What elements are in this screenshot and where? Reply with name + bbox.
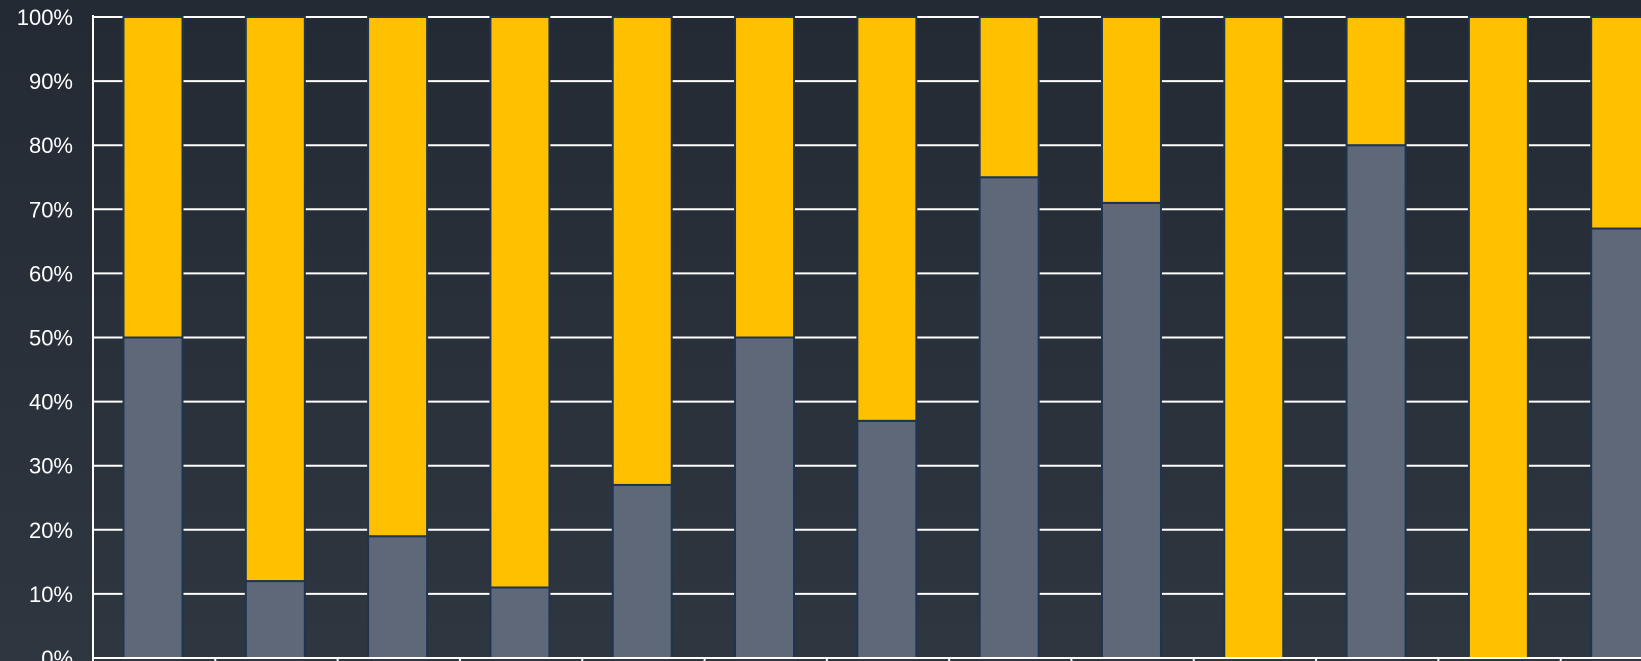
bar-segment-series-2 bbox=[122, 16, 184, 339]
y-tick-label: 100% bbox=[17, 5, 73, 30]
bar-segment-series-2 bbox=[611, 16, 673, 486]
y-tick-label: 40% bbox=[29, 390, 73, 415]
bar-segment-series-1 bbox=[734, 336, 796, 659]
y-tick-label: 90% bbox=[29, 69, 73, 94]
bar-segment-series-1 bbox=[122, 336, 184, 659]
bar-segment-series-2 bbox=[1223, 16, 1285, 659]
bar-segment-series-1 bbox=[1100, 201, 1162, 659]
y-tick-label: 20% bbox=[29, 518, 73, 543]
y-tick-label: 10% bbox=[29, 582, 73, 607]
bar-segment-series-2 bbox=[734, 16, 796, 339]
bar-segment-series-2 bbox=[1467, 16, 1529, 659]
bar-segment-series-2 bbox=[1100, 16, 1162, 204]
bar-segment-series-2 bbox=[489, 16, 551, 589]
y-tick-label: 60% bbox=[29, 261, 73, 286]
bar-segment-series-2 bbox=[367, 16, 429, 538]
y-tick-label: 80% bbox=[29, 133, 73, 158]
y-tick-label: 70% bbox=[29, 197, 73, 222]
y-tick-label: 0% bbox=[41, 646, 73, 661]
bar-segment-series-1 bbox=[489, 586, 551, 659]
bar-segment-series-1 bbox=[244, 580, 306, 660]
bars bbox=[122, 16, 1641, 660]
y-axis-tick-labels: 0% 10% 20% 30% 40% 50% 60% 70% 80% 90% 100% bbox=[17, 5, 73, 661]
bar-segment-series-2 bbox=[978, 16, 1040, 179]
bar-segment-series-2 bbox=[244, 16, 306, 583]
y-tick-label: 50% bbox=[29, 326, 73, 351]
bar-segment-series-2 bbox=[856, 16, 918, 422]
bar-segment-series-1 bbox=[611, 483, 673, 659]
y-tick-label: 30% bbox=[29, 454, 73, 479]
bar-segment-series-1 bbox=[978, 176, 1040, 659]
axes bbox=[92, 15, 1641, 661]
bar-segment-series-1 bbox=[1345, 144, 1407, 659]
bar-segment-series-1 bbox=[856, 419, 918, 659]
bar-segment-series-2 bbox=[1345, 16, 1407, 147]
bar-segment-series-1 bbox=[1590, 227, 1641, 659]
bar-segment-series-2 bbox=[1590, 16, 1641, 230]
bar-segment-series-1 bbox=[367, 535, 429, 660]
